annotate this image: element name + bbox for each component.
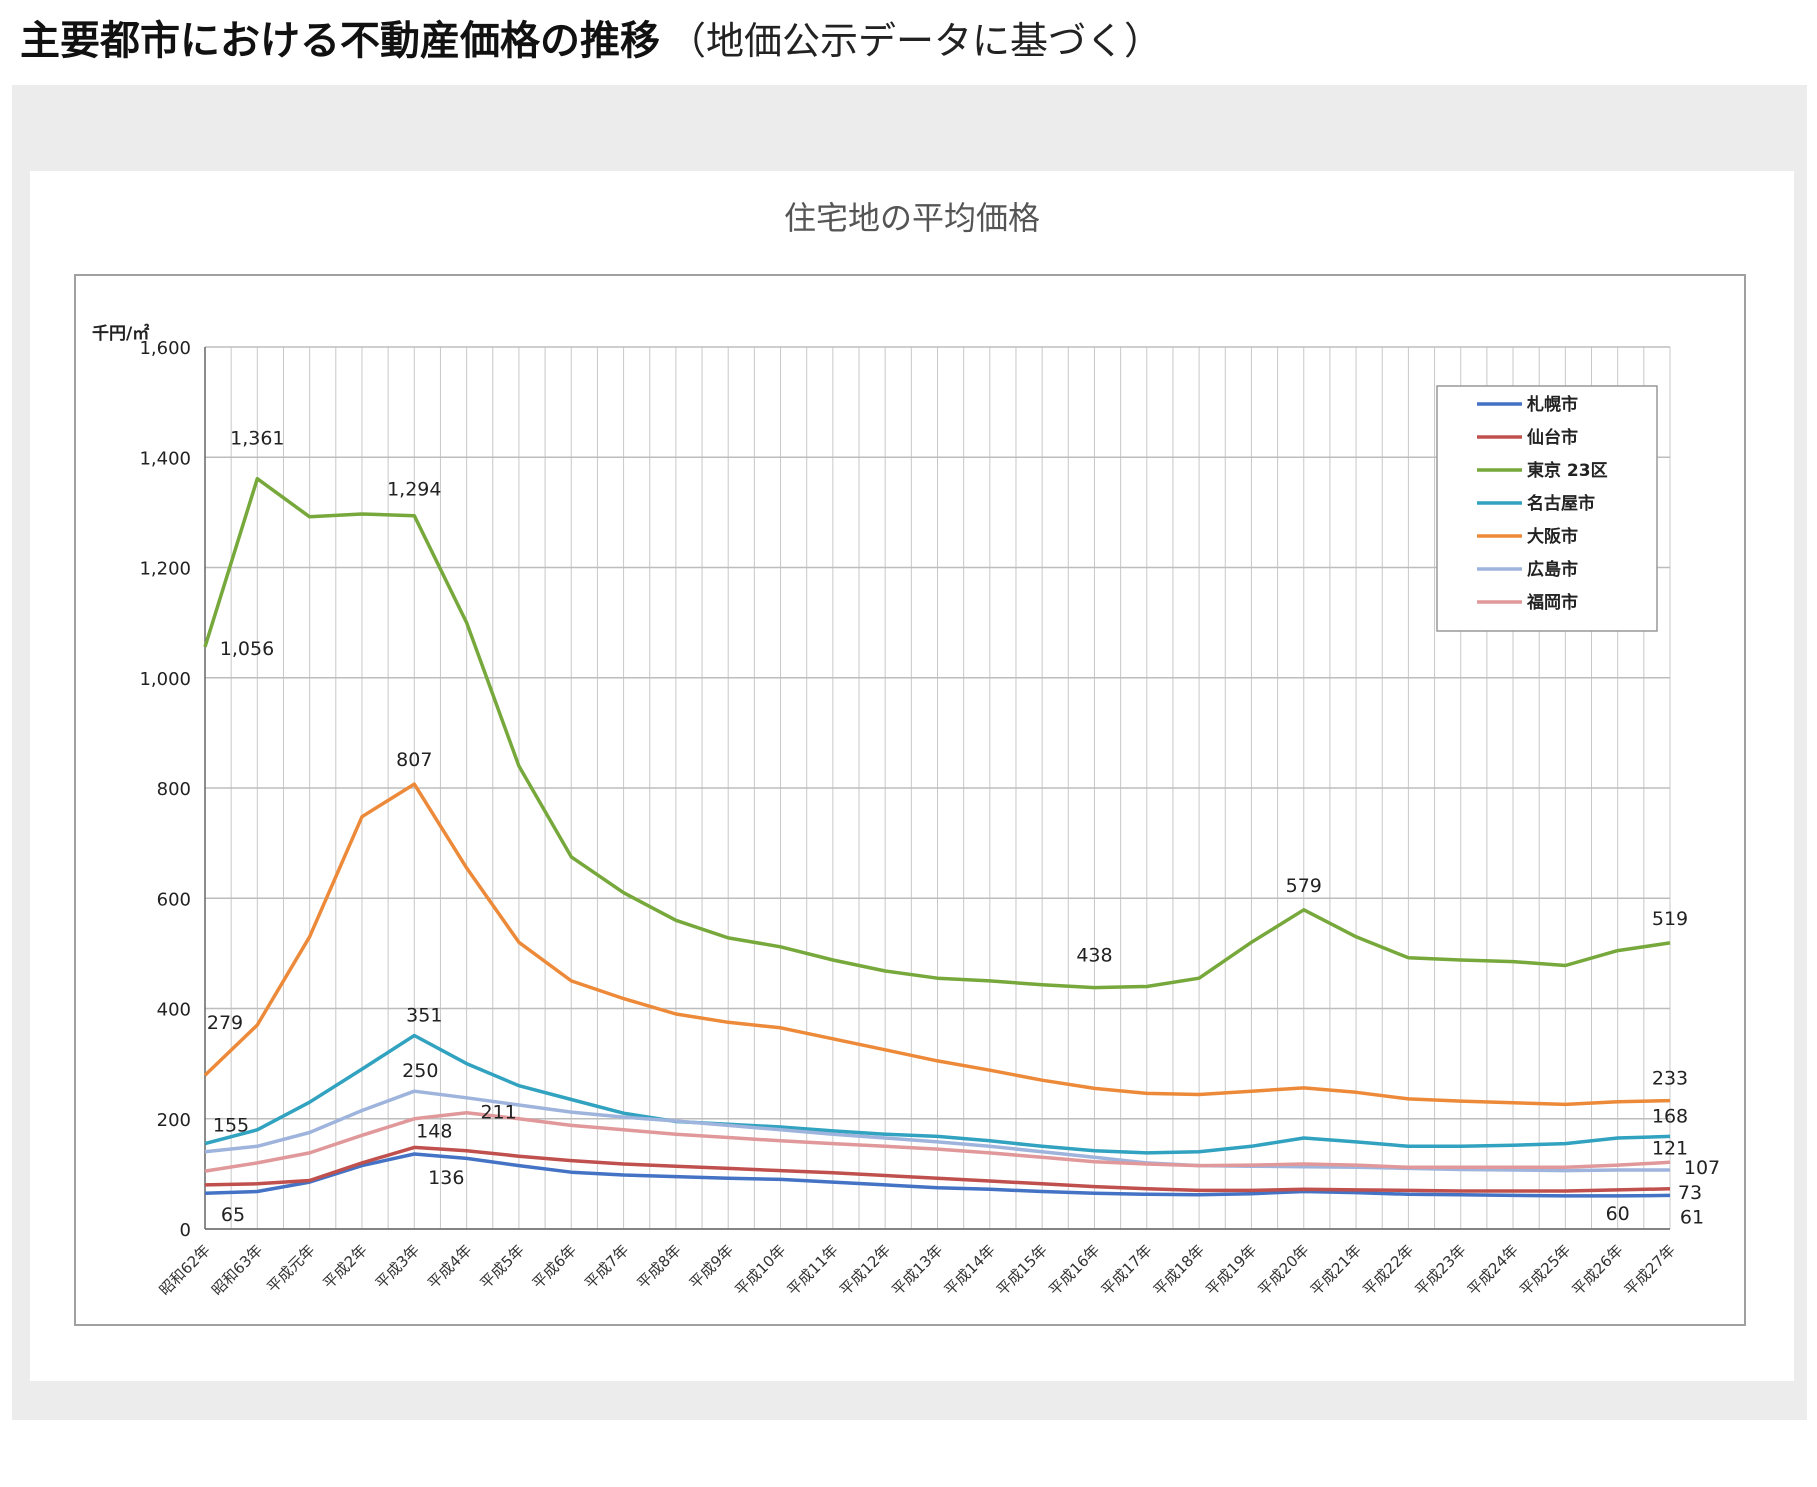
page-title: 主要都市における不動産価格の推移	[20, 18, 660, 64]
legend-label: 東京 23区	[1527, 460, 1608, 481]
legend-label: 福岡市	[1526, 592, 1578, 613]
legend-label: 仙台市	[1527, 427, 1578, 448]
chart-title: 住宅地の平均価格	[784, 199, 1040, 237]
data-label: 250	[402, 1060, 438, 1082]
legend-label: 広島市	[1527, 559, 1578, 580]
data-label: 107	[1684, 1157, 1720, 1179]
data-label: 155	[213, 1115, 249, 1137]
series-line	[204, 1033, 1671, 1155]
series-line	[203, 782, 1671, 1107]
data-label: 65	[221, 1204, 245, 1226]
data-label: 61	[1680, 1206, 1704, 1228]
data-label: 807	[396, 749, 432, 771]
legend-box	[1436, 385, 1658, 632]
series-line	[204, 1152, 1671, 1198]
series-line	[203, 476, 1671, 990]
data-label: 136	[428, 1167, 464, 1189]
series-lines	[203, 476, 1671, 1198]
y-tick-label: 1,200	[139, 559, 191, 580]
y-tick-label: 200	[157, 1110, 191, 1131]
legend-label: 札幌市	[1526, 394, 1578, 415]
y-tick-label: 1,600	[139, 338, 191, 359]
y-tick-label: 0	[180, 1220, 191, 1241]
data-label: 211	[480, 1102, 516, 1124]
data-label: 1,361	[230, 428, 284, 450]
page-subtitle: （地価公示データに基づく）	[668, 19, 1163, 63]
y-tick-label: 600	[157, 889, 191, 910]
data-label: 351	[406, 1005, 442, 1027]
data-label: 1,294	[387, 479, 441, 501]
data-label: 73	[1678, 1182, 1702, 1204]
y-tick-label: 800	[157, 779, 191, 800]
line-chart: 住宅地の平均価格 千円/㎡ 0 200 400 600 800 1,000 1,200 1,4…	[74, 199, 1746, 1326]
data-label: 1,056	[220, 638, 274, 660]
data-label: 438	[1076, 945, 1112, 967]
y-tick-label: 1,400	[139, 448, 191, 469]
y-axis-ticks: 0 200 400 600 800 1,000 1,200 1,400 1,600	[139, 338, 191, 1241]
y-tick-label: 400	[157, 1000, 191, 1021]
series-line	[204, 1110, 1671, 1173]
legend-label: 名古屋市	[1527, 493, 1595, 514]
data-label: 148	[416, 1120, 452, 1142]
data-label: 60	[1606, 1203, 1630, 1225]
page-header: 主要都市における不動産価格の推移 （地価公示データに基づく）	[20, 8, 1162, 68]
data-label: 279	[207, 1012, 243, 1034]
y-axis-unit-label: 千円/㎡	[92, 323, 149, 344]
legend-label: 大阪市	[1527, 526, 1578, 547]
y-tick-label: 1,000	[139, 669, 191, 690]
chart-card: 住宅地の平均価格 千円/㎡ 0 200 400 600 800 1,000 1,200 1,4…	[30, 171, 1794, 1381]
data-label: 121	[1652, 1137, 1688, 1159]
data-label: 168	[1652, 1105, 1688, 1127]
data-label: 579	[1286, 875, 1322, 897]
data-label: 233	[1652, 1068, 1688, 1090]
data-label: 519	[1652, 908, 1688, 930]
data-labels: 1,361 1,294 1,056 438 579 519 807 279 233 351 155 1…	[207, 428, 1720, 1229]
series-line	[204, 1145, 1671, 1193]
chart-panel: 住宅地の平均価格 千円/㎡ 0 200 400 600 800 1,000 1,200 1,4…	[12, 85, 1807, 1420]
